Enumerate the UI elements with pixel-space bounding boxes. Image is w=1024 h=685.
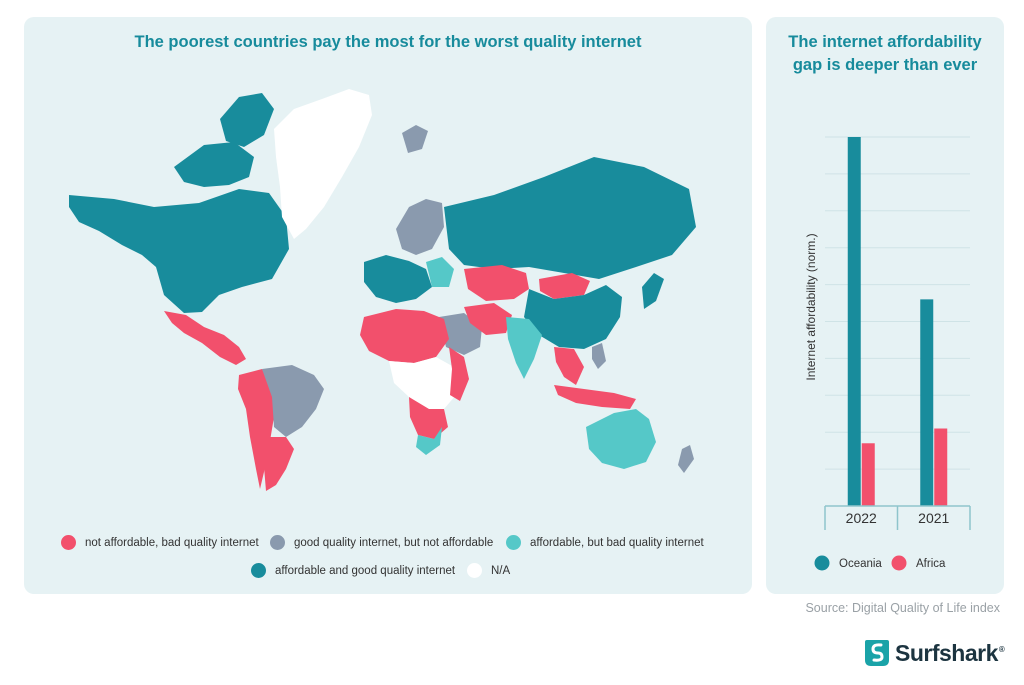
chart-gridlines [825,136,970,507]
map-region-scandinavia-north [220,93,274,147]
map-region-australia [586,409,656,469]
surfshark-logo-icon [865,640,889,666]
legend-label: N/A [491,564,511,577]
map-region-western-europe [364,255,432,303]
legend-swatch-oceania [814,555,830,571]
map-region-indonesia [554,385,636,409]
world-map [69,89,696,491]
map-region-east-africa [449,347,469,401]
legend-item-good-not-affordable: good quality internet, but not affordabl… [270,535,493,550]
bar-oceania-2022 [847,137,861,506]
legend-label: good quality internet, but not affordabl… [294,536,494,549]
map-region-argentina [264,437,294,491]
legend-item-not-affordable-bad: not affordable, bad quality internet [61,535,259,550]
legend-swatch [61,535,76,550]
map-region-greenland [274,89,372,239]
map-region-scandinavia [396,199,444,255]
map-region-mexico [164,311,246,365]
x-tick-label: 2021 [918,510,949,526]
legend-item-affordable-good: affordable and good quality internet [251,563,455,578]
map-region-mongolia [539,273,590,299]
map-region-india [506,317,542,379]
legend-item-affordable-bad: affordable, but bad quality internet [506,535,704,550]
map-region-iran-pakistan [464,303,512,335]
bar-africa-2022 [861,443,875,506]
map-panel: The poorest countries pay the most for t… [24,17,752,594]
map-region-russia [444,157,696,279]
legend-swatch [506,535,521,550]
map-region-svalbard [402,125,428,153]
legend-swatch [251,563,266,578]
map-region-north-africa [360,309,449,363]
map-region-south-africa [416,427,442,455]
map-title: The poorest countries pay the most for t… [134,33,642,51]
legend-swatch [270,535,285,550]
legend-item-na: N/A [467,563,510,578]
legend-swatch [467,563,482,578]
map-region-north-america [69,189,289,313]
bar-africa-2021 [934,428,948,506]
chart-bars [847,137,948,506]
legend-label: affordable and good quality internet [275,564,456,577]
y-axis-label: Internet affordability (norm.) [804,233,818,380]
chart-axis: 2022 2021 [824,505,971,530]
map-region-philippines [592,343,606,369]
legend-label-oceania: Oceania [839,558,882,570]
brand-logo: Surfshark® [864,638,1005,668]
map-region-southern-africa [409,397,448,439]
legend-label-africa: Africa [916,558,946,570]
chart-title: The internet affordability gap is deeper… [788,33,982,74]
x-tick-label: 2022 [846,510,877,526]
map-region-china [524,285,622,349]
map-region-central-africa [389,357,456,409]
legend-label: affordable, but bad quality internet [530,536,704,549]
bar-oceania-2021 [920,299,934,506]
brand-name: Surfshark® [895,639,1005,666]
legend-swatch-africa [891,555,907,571]
chart-legend: Oceania Africa [814,555,946,571]
map-region-arctic-islands [174,142,254,187]
map-region-central-asia [464,265,529,301]
map-region-brazil [262,365,324,437]
map-region-new-zealand [678,445,694,473]
map-region-southeast-asia [554,347,584,385]
map-region-andes [238,369,274,489]
bar-chart: 2022 2021 Internet affordability (norm.) … [804,136,971,571]
legend-label: not affordable, bad quality internet [85,536,259,549]
chart-panel: The internet affordability gap is deeper… [766,17,1004,594]
map-region-eastern-europe [426,257,454,287]
map-region-japan [642,273,664,309]
source-note: Source: Digital Quality of Life index [805,601,1000,615]
